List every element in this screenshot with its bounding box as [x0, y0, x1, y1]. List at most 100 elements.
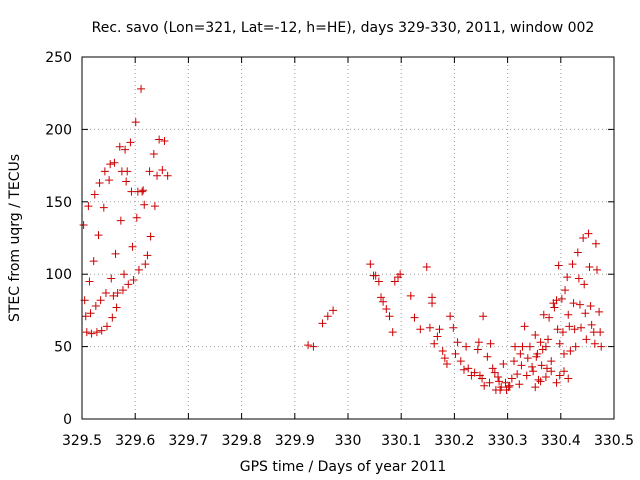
data-point	[163, 171, 172, 180]
data-point	[507, 374, 516, 383]
y-tick-label: 150	[45, 195, 72, 211]
data-point	[94, 231, 103, 240]
data-point	[446, 312, 455, 321]
data-point	[485, 378, 494, 387]
data-point	[388, 328, 397, 337]
data-point	[141, 260, 150, 269]
data-point	[571, 342, 580, 351]
data-point	[592, 265, 601, 274]
data-point	[559, 367, 568, 376]
data-point	[410, 313, 419, 322]
data-point	[99, 203, 108, 212]
data-point	[422, 262, 431, 271]
data-point	[121, 145, 130, 154]
plot-frame	[81, 56, 615, 420]
data-point	[539, 310, 548, 319]
data-point	[547, 357, 556, 366]
data-point	[158, 165, 167, 174]
data-point	[497, 383, 506, 392]
data-point	[123, 167, 132, 176]
data-point	[561, 286, 570, 295]
data-point	[568, 260, 577, 269]
data-point	[542, 364, 551, 373]
data-point	[366, 260, 375, 269]
data-point	[557, 294, 566, 303]
data-point	[81, 312, 90, 321]
data-point	[520, 322, 529, 331]
data-point	[134, 265, 143, 274]
data-point	[139, 186, 148, 195]
data-point	[579, 234, 588, 242]
data-point	[124, 280, 133, 289]
data-point	[531, 331, 540, 340]
data-point	[558, 328, 567, 337]
data-point	[564, 374, 573, 383]
data-point	[112, 303, 121, 312]
data-point	[128, 242, 137, 251]
y-tick-label: 200	[45, 122, 72, 138]
data-point	[563, 273, 572, 282]
data-point	[309, 342, 318, 351]
data-point	[490, 368, 499, 377]
data-point	[89, 257, 98, 266]
data-point	[145, 167, 154, 176]
data-point	[101, 289, 110, 298]
data-point	[95, 178, 104, 187]
x-tick-label: 330.3	[488, 433, 528, 449]
data-point	[406, 291, 415, 300]
x-tick-label: 330.1	[381, 433, 421, 449]
data-point	[518, 342, 527, 351]
data-point	[559, 349, 568, 358]
x-tick-label: 330	[335, 433, 362, 449]
data-point	[480, 381, 489, 390]
data-point	[100, 167, 109, 176]
data-point	[486, 339, 495, 348]
data-point	[513, 370, 522, 379]
data-point	[529, 367, 538, 376]
data-point	[116, 216, 125, 225]
data-point	[531, 383, 540, 392]
data-point	[318, 319, 327, 328]
data-point	[517, 361, 526, 370]
data-point	[534, 375, 543, 384]
data-point	[550, 303, 559, 312]
data-point	[473, 345, 482, 354]
data-point	[565, 322, 574, 331]
data-point	[129, 275, 138, 284]
x-tick-label: 330.4	[541, 433, 581, 449]
data-point	[82, 328, 91, 337]
data-point	[376, 293, 385, 302]
data-point	[464, 364, 473, 373]
data-point	[525, 342, 534, 351]
data-point	[541, 342, 550, 351]
data-point	[537, 361, 546, 370]
x-tick-label: 329.9	[275, 433, 315, 449]
data-point	[374, 277, 383, 286]
data-point	[470, 368, 479, 377]
data-point	[438, 346, 447, 355]
data-point	[435, 325, 444, 334]
data-point	[108, 313, 117, 322]
data-points	[79, 84, 606, 395]
axis-ticks: 329.5 329.6 329.7 329.8 329.9 330 330.1 330.2 33…	[45, 50, 634, 449]
data-point	[569, 299, 578, 308]
data-point	[553, 325, 562, 334]
data-point	[523, 354, 532, 363]
data-point	[453, 338, 462, 347]
data-point	[585, 262, 594, 271]
data-point	[85, 277, 94, 286]
data-point	[536, 377, 545, 386]
chart-title: Rec. savo (Lon=321, Lat=-12, h=HE), days…	[92, 20, 595, 36]
data-point	[113, 289, 122, 298]
data-point	[131, 118, 140, 127]
data-point	[106, 160, 115, 169]
data-point	[146, 232, 155, 241]
data-point	[541, 373, 550, 382]
data-point	[582, 335, 591, 344]
data-point	[396, 270, 405, 279]
data-point	[122, 177, 131, 186]
data-point	[499, 359, 508, 368]
data-point	[428, 299, 437, 308]
